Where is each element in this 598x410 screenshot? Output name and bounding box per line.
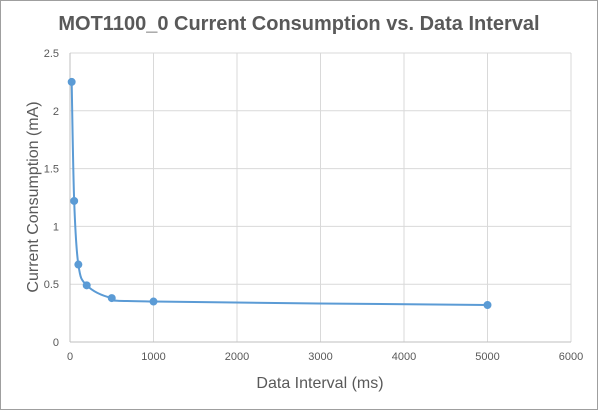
series-line (70, 81, 488, 307)
y-tick-label: 0.5 (44, 279, 59, 291)
x-tick-label: 2000 (225, 351, 249, 363)
x-tick-label: 6000 (559, 351, 583, 363)
y-tick-label: 1.5 (44, 164, 59, 176)
data-point (483, 301, 492, 310)
y-tick-label: 0 (53, 337, 59, 349)
data-point (74, 260, 83, 269)
data-point (67, 77, 76, 86)
data-point (107, 294, 116, 303)
x-tick-label: 3000 (308, 351, 332, 363)
y-tick-label: 2 (53, 106, 59, 118)
x-tick-label: 1000 (141, 351, 165, 363)
axes (69, 53, 571, 343)
data-point (82, 281, 91, 290)
data-point (70, 196, 79, 205)
y-axis-title: Current Consumption (mA) (25, 101, 42, 292)
x-tick-label: 0 (67, 351, 73, 363)
y-tick-label: 1 (53, 221, 59, 233)
data-point (149, 297, 158, 306)
gridlines (70, 52, 572, 342)
chart-title: MOT1100_0 Current Consumption vs. Data I… (58, 13, 539, 35)
x-tick-label: 4000 (392, 351, 416, 363)
x-axis-title: Data Interval (ms) (256, 375, 383, 392)
x-tick-label: 5000 (475, 351, 499, 363)
y-tick-label: 2.5 (44, 48, 59, 60)
data-series (67, 77, 492, 310)
tick-labels: 0 1000 2000 3000 4000 5000 6000 0 0.5 1 1.5 2 2.5 (44, 48, 584, 363)
